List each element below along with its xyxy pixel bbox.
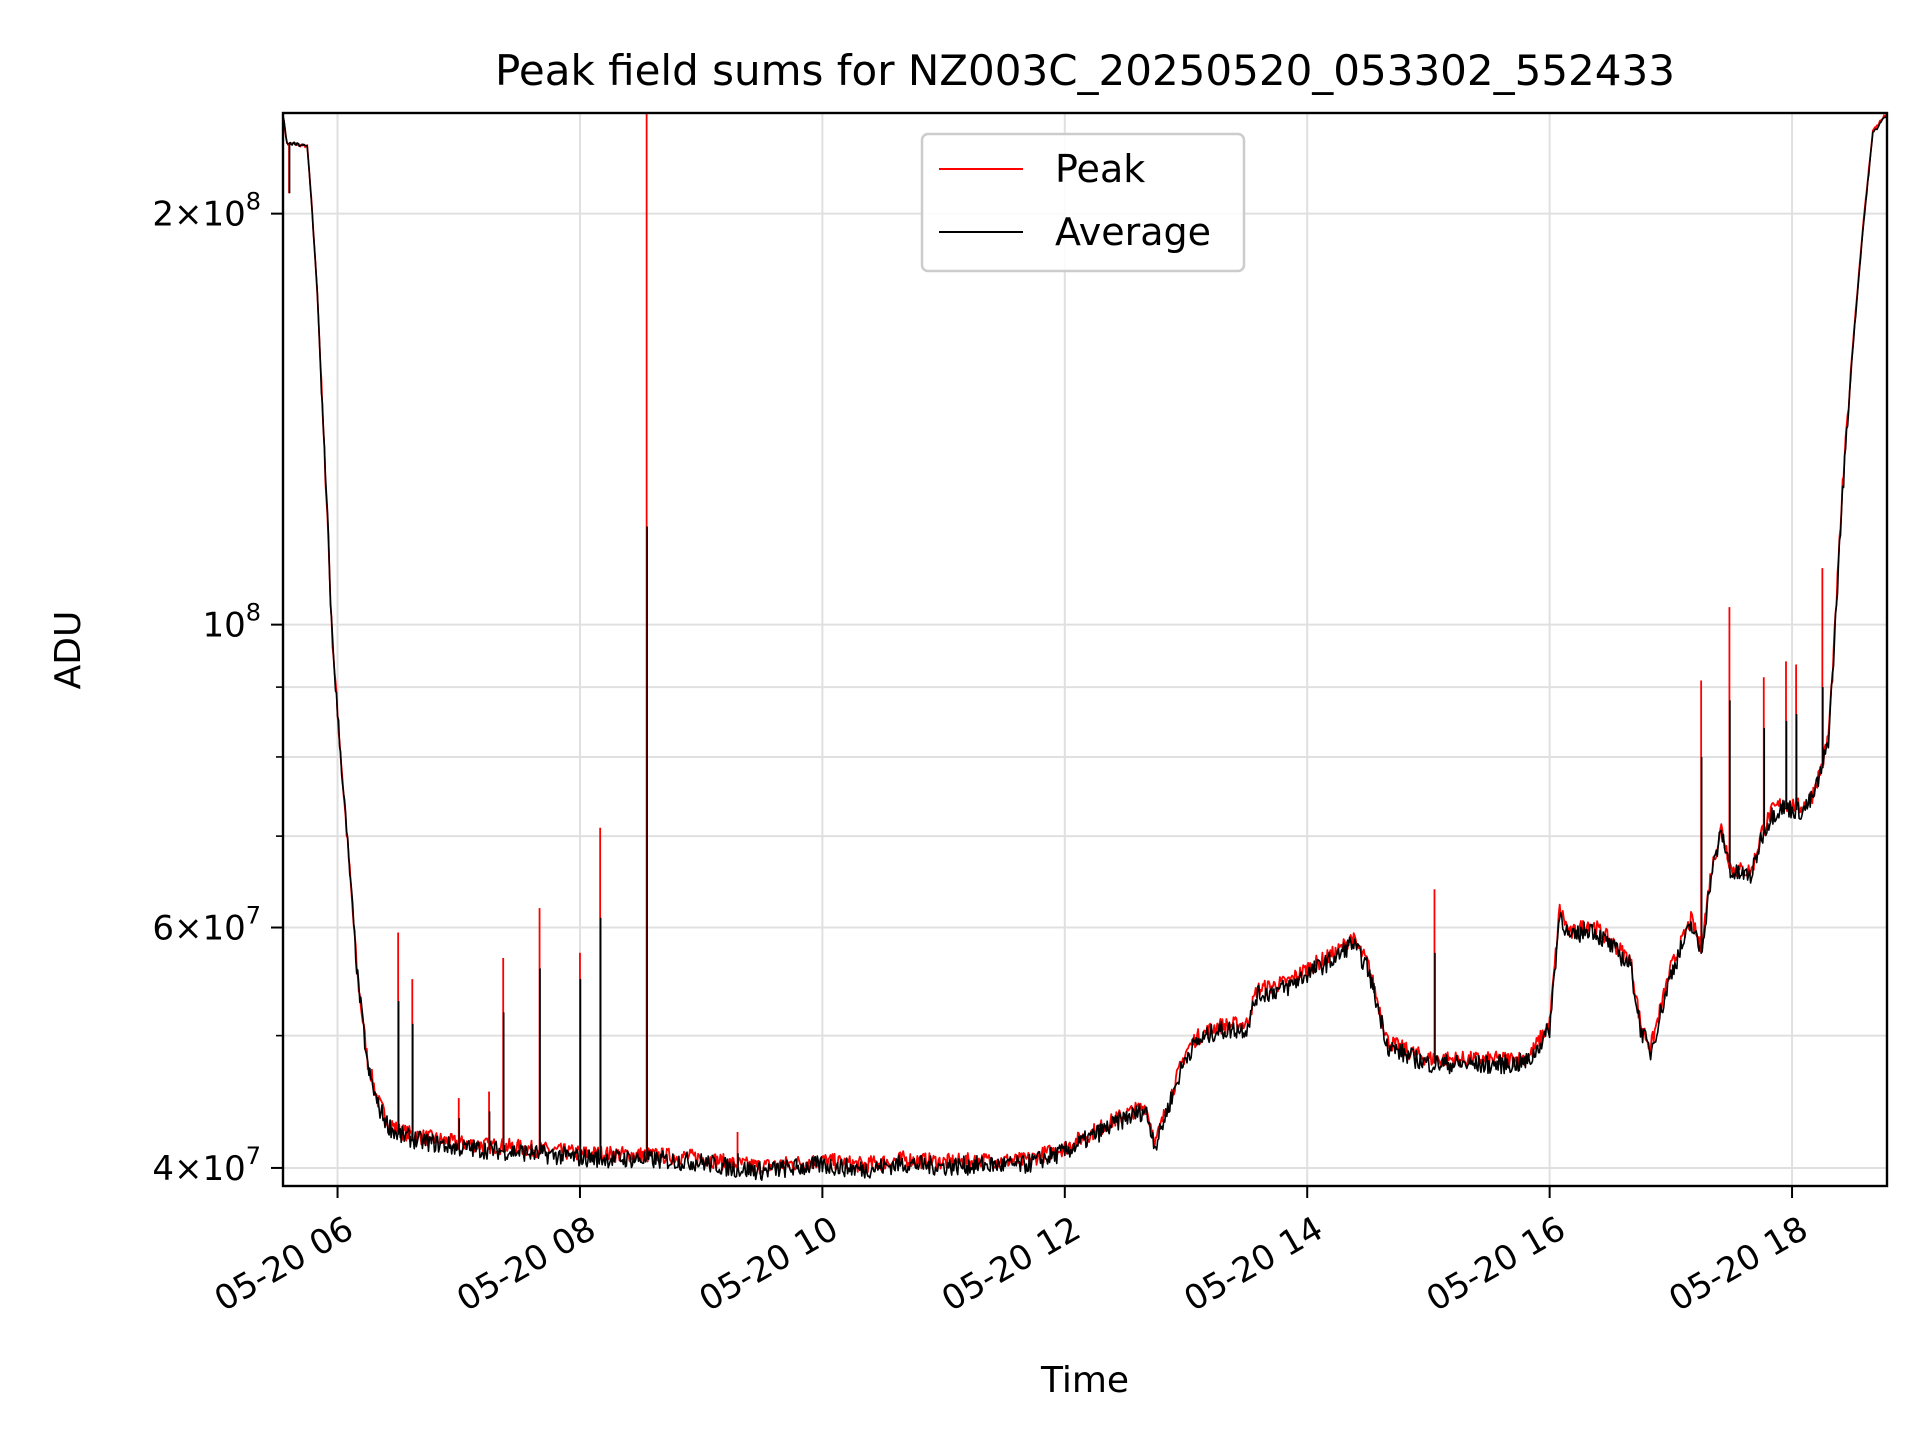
- series-lines: [283, 113, 1887, 1181]
- x-axis-label: Time: [1040, 1360, 1129, 1401]
- legend: Peak Average: [920, 132, 1246, 273]
- legend-label-peak: Peak: [1055, 147, 1145, 191]
- chart-title: Peak field sums for NZ003C_20250520_0533…: [495, 46, 1675, 95]
- y-tick-label: 6×107: [152, 902, 261, 949]
- plot-area-frame: [281, 111, 1889, 1188]
- y-tick-label: 108: [202, 599, 261, 646]
- y-axis-label: ADU: [48, 611, 89, 690]
- y-tick-label: 2×108: [152, 188, 261, 235]
- series-line-average: [283, 113, 1887, 1181]
- y-tick-label: 4×107: [152, 1142, 261, 1189]
- y-axis-ticks: 4×107 6×107 108 2×108: [152, 188, 283, 1189]
- legend-label-average: Average: [1055, 210, 1211, 254]
